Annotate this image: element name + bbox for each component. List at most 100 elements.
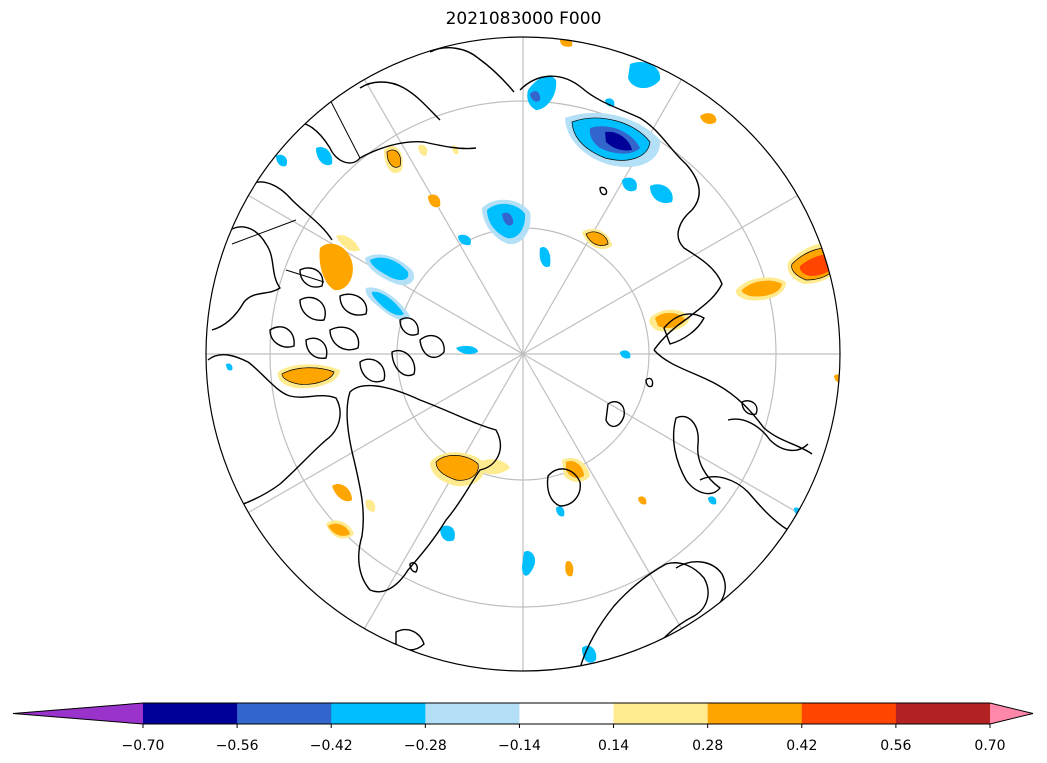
- colorbar-tick-label: −0.28: [404, 738, 447, 754]
- positive-anomaly-region: [418, 144, 428, 156]
- negative-anomaly-region: [605, 131, 632, 151]
- colorbar-over-extension: [990, 703, 1033, 724]
- colorbar-under-extension: [13, 703, 143, 724]
- negative-anomaly-region: [502, 212, 514, 226]
- franz-josef-coastline: [605, 400, 625, 427]
- positive-anomaly-region: [741, 280, 782, 297]
- colorbar-tick-label: −0.42: [310, 738, 353, 754]
- colorbar-segment: [331, 703, 426, 724]
- colorbar-tick-label: 0.70: [974, 738, 1005, 754]
- colorbar-tick-label: 0.42: [786, 738, 817, 754]
- meridian-line: [363, 353, 524, 629]
- positive-anomaly-region: [332, 483, 352, 502]
- positive-anomaly-region: [365, 499, 376, 512]
- negative-anomaly-region: [622, 177, 637, 192]
- positive-anomaly-region: [480, 459, 510, 475]
- colorbar-tick-label: −0.56: [216, 738, 259, 754]
- north-america-coastline: [359, 140, 477, 159]
- negative-anomaly-region: [440, 525, 455, 542]
- negative-anomaly-region: [650, 184, 673, 204]
- meridian-line: [363, 79, 524, 355]
- archipelago-coastline: [339, 293, 368, 316]
- boundary-line: [285, 269, 325, 283]
- negative-anomaly-region: [628, 61, 661, 89]
- negative-anomaly-region: [276, 154, 288, 167]
- negative-anomaly-region: [620, 350, 631, 359]
- negative-anomaly-region: [456, 345, 478, 355]
- archipelago-coastline: [305, 337, 328, 359]
- colorbar-tick-label: −0.70: [122, 738, 165, 754]
- negative-anomaly-region: [316, 146, 333, 166]
- colorbar-tick-label: −0.14: [498, 738, 541, 754]
- svalbard-coastline: [546, 468, 581, 507]
- positive-anomaly-region: [336, 234, 360, 252]
- anomaly-contour: [386, 149, 401, 168]
- positive-anomaly-region: [387, 149, 401, 168]
- island-coastline: [599, 186, 608, 196]
- negative-anomaly-region: [371, 291, 404, 316]
- archipelago-coastline: [299, 296, 326, 321]
- eurasia-coastline: [727, 418, 809, 451]
- boundary-line: [231, 219, 297, 245]
- map-title: 2021083000 F000: [445, 9, 602, 29]
- meridian-line: [522, 194, 798, 355]
- negative-anomaly-region: [370, 257, 409, 280]
- polar-map: [205, 36, 841, 672]
- archipelago-coastline: [269, 326, 295, 348]
- colorbar-segment: [425, 703, 520, 724]
- archipelago-coastline: [419, 334, 445, 359]
- negative-anomaly-region: [530, 91, 541, 102]
- island-coastline: [741, 400, 758, 416]
- meridian-line: [522, 353, 798, 514]
- colorbar-segment: [801, 703, 897, 724]
- positive-anomaly-region: [638, 496, 647, 505]
- greenland-coastline: [346, 384, 501, 593]
- colorbar-segment: [237, 703, 332, 724]
- positive-anomaly-region: [566, 460, 584, 478]
- anomaly-fields: [226, 38, 840, 663]
- positive-anomaly-region: [834, 374, 840, 383]
- colorbar-tick-label: 0.56: [880, 738, 911, 754]
- positive-anomaly-region: [428, 194, 441, 208]
- archipelago-coastline: [399, 317, 419, 336]
- positive-anomaly-region: [328, 523, 350, 536]
- colorbar-group: −0.70 −0.56 −0.42 −0.28 −0.14 0.14 0.28 0.42 0.5…: [12, 702, 1034, 754]
- negative-anomaly-region: [708, 496, 717, 505]
- map-boundary: [205, 36, 841, 672]
- positive-anomaly-region: [319, 243, 353, 291]
- island-coastline: [645, 377, 654, 388]
- meridian-line: [522, 353, 683, 629]
- colorbar-tick-label: 0.14: [598, 738, 629, 754]
- north-america-coastline: [211, 226, 281, 331]
- north-america-coastline: [247, 181, 333, 241]
- eurasia-coastline: [699, 476, 789, 531]
- colorbar-segment: [895, 703, 991, 724]
- archipelago-coastline: [299, 267, 324, 288]
- colorbar-segment: [143, 703, 238, 724]
- anomaly-contour: [585, 231, 609, 246]
- positive-anomaly-region: [282, 367, 334, 385]
- anomaly-contour: [435, 455, 479, 481]
- colorbar-segment: [613, 703, 709, 724]
- positive-anomaly-region: [565, 560, 574, 577]
- colorbar-outline: [12, 702, 1034, 725]
- eurasia-coastline: [672, 415, 721, 495]
- meridian-line: [522, 79, 683, 355]
- eurasia-coastline: [519, 75, 723, 351]
- island-coastline: [409, 562, 419, 573]
- scandinavia-coastline: [579, 562, 709, 669]
- eurasia-coastline: [653, 349, 813, 455]
- negative-anomaly-region: [582, 645, 597, 663]
- negative-anomaly-region: [226, 363, 233, 371]
- negative-anomaly-region: [527, 75, 557, 110]
- chukotka-coastline: [429, 47, 515, 93]
- negative-anomaly-region: [556, 506, 565, 517]
- negative-anomaly-region: [539, 246, 551, 268]
- anomaly-contour: [571, 117, 651, 161]
- archipelago-coastline: [391, 349, 416, 377]
- meridian-line: [248, 353, 524, 514]
- colorbar-segment: [707, 703, 803, 724]
- negative-anomaly-region: [458, 234, 471, 246]
- colorbar-tick-label: 0.28: [692, 738, 723, 754]
- negative-anomaly-region: [522, 550, 536, 576]
